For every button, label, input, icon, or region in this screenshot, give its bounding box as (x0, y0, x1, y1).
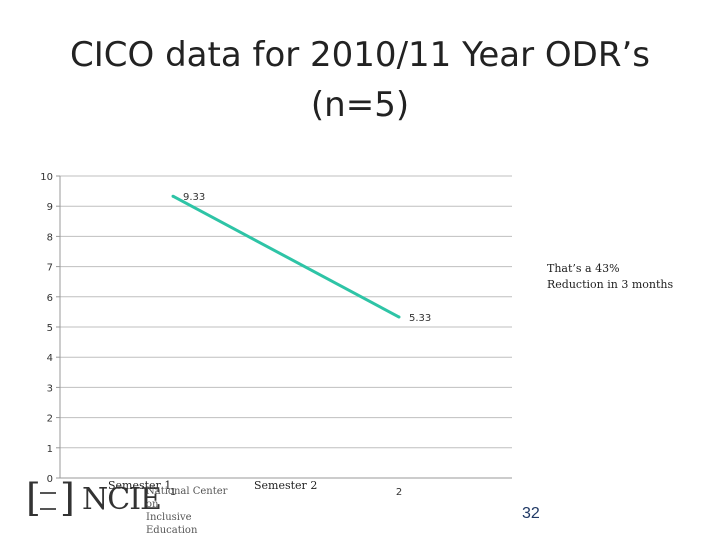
y-tick-label-0: 0 (47, 474, 53, 485)
semester-2-label: Semester 2 (254, 479, 318, 492)
data-label-0: 9.33 (183, 192, 205, 203)
y-tick-label-1: 1 (47, 444, 53, 455)
series-0-point-1 (397, 315, 401, 319)
y-tick-label-5: 5 (47, 323, 53, 334)
y-tick-label-4: 4 (47, 353, 53, 364)
slide-title-line-1: CICO data for 2010/11 Year ODR’s (70, 35, 650, 75)
slide-title: CICO data for 2010/11 Year ODR’s (n=5) (0, 30, 720, 130)
ncie-logo: [ ] NCIE National Center on Inclusive Ed… (20, 476, 240, 536)
series-0-point-0 (171, 194, 175, 198)
logo-subtitle-line-1: National Center on (146, 486, 228, 510)
x-tick-label-1: 1 (170, 487, 176, 498)
y-tick-label-6: 6 (47, 293, 53, 304)
annotation-line-2: Reduction in 3 months (547, 278, 674, 291)
y-tick-label-10: 10 (40, 172, 53, 183)
semester-1-label: Semester 1 (108, 479, 172, 492)
logo-subtitle: National Center on Inclusive Education (146, 485, 240, 537)
x-tick-label-2: 2 (396, 487, 402, 498)
y-tick-label-3: 3 (47, 383, 53, 394)
slide-title-line-2: (n=5) (310, 85, 410, 125)
logo-subtitle-line-2: Inclusive Education (146, 512, 198, 536)
data-labels: 9.33 5.33 (183, 192, 431, 324)
page-number: 32 (522, 505, 540, 522)
annotation-line-1: That’s a 43% (547, 262, 620, 275)
series-0-line (172, 194, 400, 319)
y-tick-label-9: 9 (47, 202, 53, 213)
logo-left-bracket-icon: [ (26, 476, 41, 520)
y-tick-labels: 0 1 2 3 4 5 6 7 8 9 10 (40, 172, 53, 485)
data-label-1: 5.33 (409, 313, 431, 324)
axes (56, 175, 512, 479)
y-tick-label-2: 2 (47, 414, 53, 425)
gridlines (60, 175, 512, 449)
logo-equals-icon (40, 492, 56, 510)
logo-name: NCIE (82, 482, 162, 517)
logo-right-bracket-icon: ] (60, 476, 75, 520)
reduction-annotation: That’s a 43% Reduction in 3 months (547, 261, 673, 293)
y-tick-label-8: 8 (47, 232, 53, 243)
y-tick-label-7: 7 (47, 263, 53, 274)
series (171, 194, 401, 319)
